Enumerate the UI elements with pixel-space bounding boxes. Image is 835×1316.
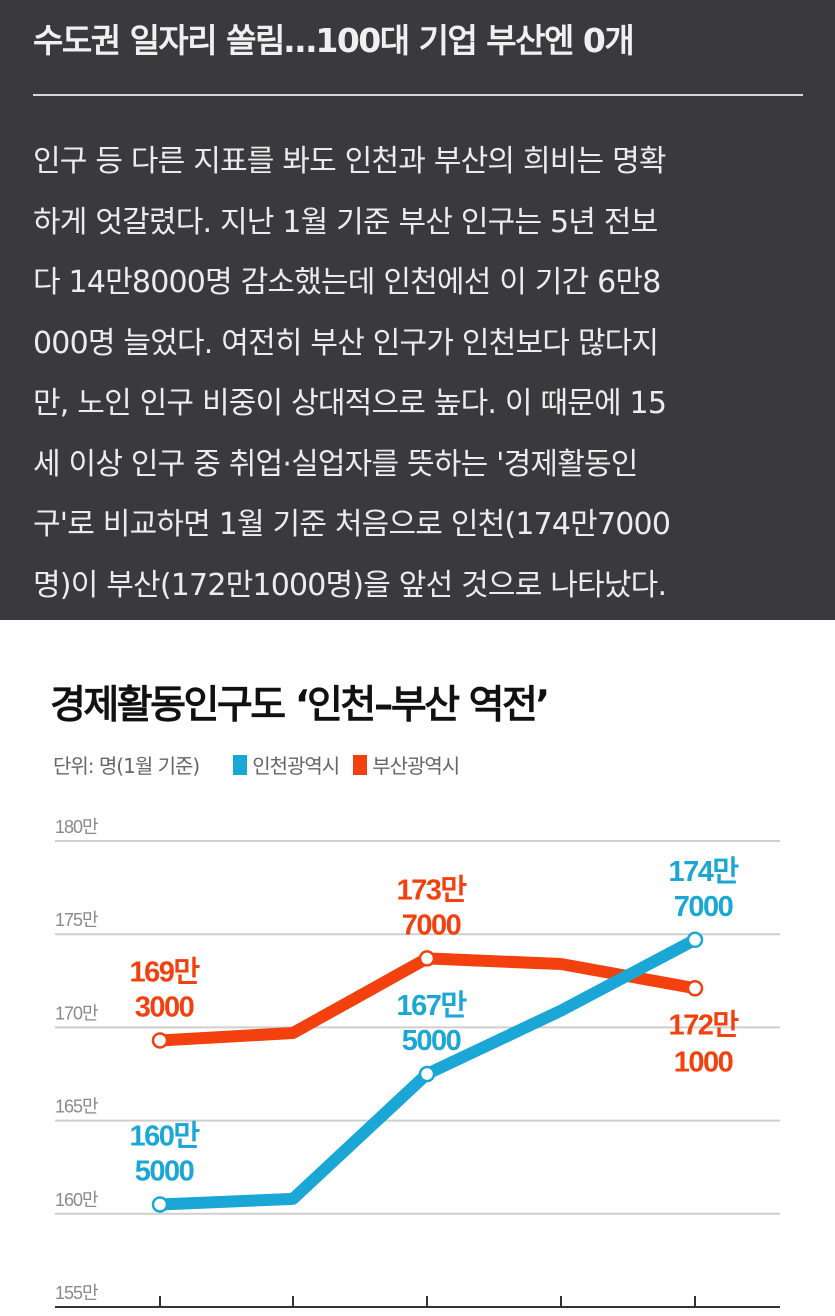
body-line: 구'로 비교하면 1월 기준 처음으로 인천(174만7000 [33, 507, 671, 542]
data-point [686, 980, 704, 997]
data-label: 7000 [402, 909, 461, 941]
body-line: 만, 노인 인구 비중이 상대적으로 높다. 이 때문에 15 [33, 386, 667, 421]
legend-label: 인천광역시 [252, 754, 340, 778]
data-point [151, 1032, 169, 1049]
chart-title: 경제활동인구도 ‘인천–부산 역전’ [50, 683, 550, 728]
data-label: 160만 [129, 1119, 200, 1152]
legend-swatch [353, 754, 368, 775]
data-label: 3000 [135, 991, 194, 1023]
data-label: 5000 [135, 1155, 194, 1187]
body-line: 인구 등 다른 지표를 봐도 인천과 부산의 희비는 명확 [33, 144, 667, 179]
headline-divider [33, 94, 803, 96]
data-point [418, 950, 436, 967]
data-label: 173만 [396, 873, 467, 906]
data-label: 172만 [668, 1008, 739, 1041]
data-label: 167만 [396, 989, 467, 1022]
data-point [151, 1196, 169, 1213]
legend-label: 부산광역시 [372, 754, 460, 778]
article-headline: 수도권 일자리 쏠림…100대 기업 부산엔 0개 [33, 21, 635, 60]
article-body: 인구 등 다른 지표를 봐도 인천과 부산의 희비는 명확 하게 엇갈렸다. 지… [33, 132, 823, 616]
data-point [418, 1065, 436, 1083]
body-line: 명)이 부산(172만1000명)을 앞선 것으로 나타났다. [33, 567, 667, 603]
body-line: 000명 늘었다. 여전히 부산 인구가 인천보다 많다지 [33, 325, 659, 361]
y-tick-label: 160만 [55, 1190, 98, 1210]
y-tick-label: 180만 [55, 817, 98, 837]
data-label: 5000 [402, 1025, 461, 1057]
article-section: 수도권 일자리 쏠림…100대 기업 부산엔 0개 인구 등 다른 지표를 봐도… [0, 0, 835, 620]
y-tick-label: 165만 [55, 1097, 98, 1117]
line-chart: 155만160만165만170만175만180만169만3000173만7000… [55, 817, 780, 1308]
y-tick-label: 170만 [55, 1003, 98, 1023]
legend-swatch [233, 754, 248, 775]
unit-note: 단위: 명(1월 기준) [53, 754, 200, 778]
body-line: 다 14만8000명 감소했는데 인천에선 이 기간 6만8 [33, 265, 661, 300]
data-label: 1000 [674, 1046, 733, 1078]
body-line: 세 이상 인구 중 취업·실업자를 뜻하는 '경제활동인 [33, 446, 638, 482]
data-label: 174만 [668, 855, 739, 888]
data-label: 169만 [129, 955, 200, 988]
legend-item-busan: 부산광역시 [353, 750, 460, 779]
body-line: 하게 엇갈렸다. 지난 1월 기준 부산 인구는 5년 전보 [33, 204, 658, 240]
chart-legend: 단위: 명(1월 기준) 인천광역시 부산광역시 [53, 750, 460, 779]
legend-item-incheon: 인천광역시 [233, 750, 340, 779]
data-label: 7000 [674, 891, 733, 923]
y-tick-label: 175만 [55, 910, 98, 930]
data-point [686, 931, 704, 949]
chart-section: 155만 160만 165만 170만 175만 180만 169만 3000 173만 7000… [0, 620, 835, 1316]
y-tick-label: 155만 [55, 1283, 98, 1303]
